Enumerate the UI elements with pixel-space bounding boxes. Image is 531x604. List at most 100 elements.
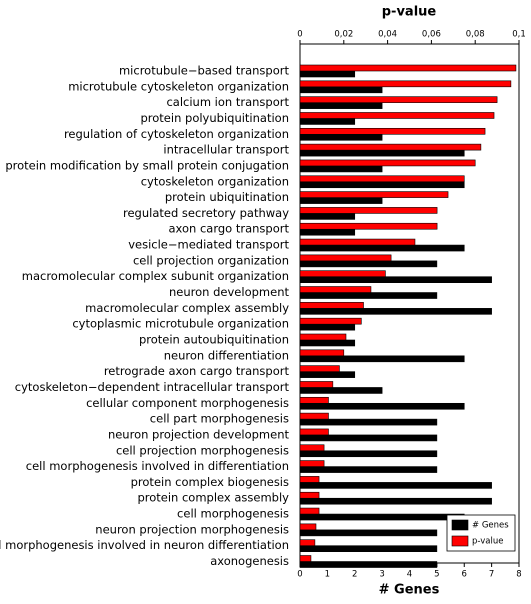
legend-swatch [451,535,469,547]
bar [299,118,356,125]
bar [299,418,438,426]
bar [299,96,498,103]
category-label: macromolecular complex assembly [85,301,289,315]
bar [299,197,383,204]
x-tick-label: 3 [379,570,384,580]
bar [299,222,438,230]
bar [299,497,492,505]
x2-tick-label: 0,1 [512,30,526,40]
category-label: vesicle−mediated transport [128,238,289,252]
x-tick-label: 5 [434,570,439,580]
bar [299,213,356,220]
bar [299,349,345,357]
x2-tick-label: 0,06 [422,30,441,40]
category-label: intracellular transport [163,143,289,157]
category-label: cell morphogenesis [177,507,289,521]
category-label: axon cargo transport [168,222,289,236]
bar [299,428,329,436]
x2-axis-label: p-value [382,5,437,20]
bar [299,339,356,347]
bar [299,270,386,278]
category-label: cytoplasmic microtubule organization [72,317,289,331]
x2-tick-label: 0,02 [334,30,353,40]
category-label: cellular component morphogenesis [86,396,289,410]
bar [299,143,482,151]
bar [299,308,492,315]
bar [299,228,356,236]
bar [299,434,438,442]
category-label: microtubule cytoskeleton organization [68,79,289,93]
bar [299,254,392,262]
bar [299,286,372,293]
bar [299,70,356,78]
legend-label: p-value [472,537,503,547]
bar [299,181,465,189]
bar [299,165,383,173]
bar [299,561,438,568]
legend-swatch [451,519,469,531]
category-label: calcium ion transport [166,95,289,109]
bar [299,276,492,284]
bar [299,523,317,531]
bar [299,133,383,141]
bar [299,80,512,88]
category-label: regulated secretory pathway [123,206,289,220]
bar [299,466,438,473]
bar [299,365,340,372]
category-label: protein complex assembly [137,491,289,505]
bar [299,127,486,135]
bar [299,238,416,246]
x2-tick-label: 0,08 [466,30,485,40]
bar [299,64,517,72]
x2-tick-label: 0 [297,30,302,40]
bar [299,191,449,198]
bar [299,371,356,378]
x-tick-label: 8 [516,570,521,580]
bar [299,333,347,341]
x-tick-label: 6 [462,570,467,580]
bar [299,545,438,552]
bar [299,482,492,489]
bar [299,102,383,109]
bar [299,207,438,214]
x-tick-label: 0 [297,570,302,580]
bar [299,555,312,562]
x-tick-label: 1 [325,570,330,580]
category-label: cytoskeleton−dependent intracellular tra… [15,380,290,394]
bar [299,387,383,394]
category-label: protein complex biogenesis [131,475,289,489]
category-label: microtubule−based transport [119,64,290,78]
bar [299,444,325,452]
bar [299,317,362,325]
x2-tick-label: 0,04 [378,30,397,40]
bar [299,175,465,183]
bar [299,412,329,420]
category-label: cell morphogenesis involved in neuron di… [0,538,289,552]
bar [299,450,438,458]
category-label: neuron projection development [108,427,290,441]
category-label: neuron differentiation [164,348,289,362]
bar [299,539,316,546]
category-label: regulation of cytoskeleton organization [64,127,289,141]
bar [299,507,320,515]
bar [299,460,325,467]
bar [299,396,329,404]
bar [299,402,465,410]
bar [299,529,438,537]
x-tick-label: 4 [407,570,412,580]
x-tick-label: 2 [352,570,357,580]
category-label: cytoskeleton organization [141,174,289,188]
category-label: neuron projection morphogenesis [95,522,289,536]
bar [299,513,465,521]
bar [299,149,465,157]
bar [299,292,438,299]
category-label: cell morphogenesis involved in different… [26,459,289,473]
bar [299,112,495,119]
category-label: retrograde axon cargo transport [104,364,290,378]
bar [299,159,476,167]
bar [299,323,356,331]
x-axis-label: # Genes [379,583,440,598]
category-label: cell part morphogenesis [150,412,289,426]
category-label: protein ubiquitination [165,190,289,204]
